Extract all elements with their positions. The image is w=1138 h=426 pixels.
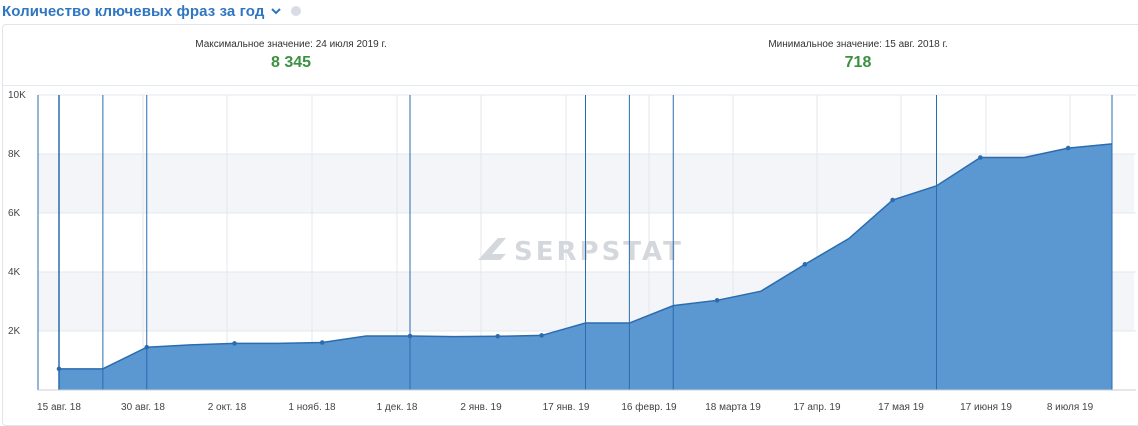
min-stat-label: Минимальное значение: 15 авг. 2018 г.	[768, 39, 948, 50]
info-icon[interactable]	[291, 6, 302, 16]
max-stat-value: 8 345	[270, 54, 312, 71]
x-tick-label: 1 дек. 18	[377, 402, 418, 413]
widget-header: Количество ключевых фраз за год	[0, 0, 1138, 22]
max-stat-label: Максимальное значение: 24 июля 2019 г.	[195, 39, 387, 50]
min-stat-value: 718	[844, 54, 872, 71]
serpstat-logo-icon	[478, 238, 506, 260]
widget-title: Количество ключевых фраз за год	[2, 2, 265, 20]
stats-bar: Максимальное значение: 24 июля 2019 г. 8…	[3, 25, 1138, 86]
max-stat: Максимальное значение: 24 июля 2019 г. 8…	[161, 39, 421, 72]
data-point[interactable]	[539, 333, 544, 338]
x-tick-label: 15 авг. 18	[37, 402, 81, 413]
watermark-text: SERPSTAT	[514, 237, 684, 267]
x-tick-label: 2 янв. 19	[460, 402, 502, 413]
data-point[interactable]	[1065, 145, 1071, 151]
area-fill	[59, 143, 1112, 390]
y-tick-label: 6K	[8, 208, 21, 219]
y-tick-label: 10K	[8, 90, 26, 101]
data-point[interactable]	[232, 341, 237, 346]
x-tick-label: 17 июня 19	[960, 402, 1012, 413]
x-tick-label: 18 марта 19	[705, 402, 761, 413]
y-tick-label: 4K	[8, 267, 21, 278]
x-tick-label: 30 авг. 18	[121, 402, 165, 413]
keyword-area-chart[interactable]: 2K 4K 6K 8K 10K SERPSTAT 15 авг. 18 30 авг. 18 2…	[0, 84, 1138, 419]
x-tick-label: 17 янв. 19	[543, 402, 590, 413]
data-point[interactable]	[802, 262, 808, 267]
data-point[interactable]	[407, 333, 413, 339]
data-point[interactable]	[890, 197, 895, 203]
x-tick-label: 16 февр. 19	[621, 401, 677, 413]
data-point[interactable]	[714, 298, 720, 303]
x-tick-label: 17 апр. 19	[793, 402, 841, 413]
data-point[interactable]	[319, 340, 325, 345]
data-point[interactable]	[144, 344, 150, 350]
data-point[interactable]	[56, 366, 62, 372]
x-tick-label: 17 мая 19	[878, 402, 924, 413]
min-stat: Минимальное значение: 15 авг. 2018 г. 71…	[728, 39, 988, 72]
x-tick-label: 8 июля 19	[1047, 402, 1094, 413]
data-point[interactable]	[495, 334, 501, 339]
y-tick-label: 8K	[8, 149, 21, 160]
x-tick-label: 2 окт. 18	[208, 402, 247, 413]
x-tick-label: 1 нояб. 18	[288, 401, 336, 413]
data-point[interactable]	[978, 155, 983, 160]
y-tick-label: 2K	[8, 326, 21, 337]
chevron-down-icon[interactable]	[270, 5, 282, 17]
